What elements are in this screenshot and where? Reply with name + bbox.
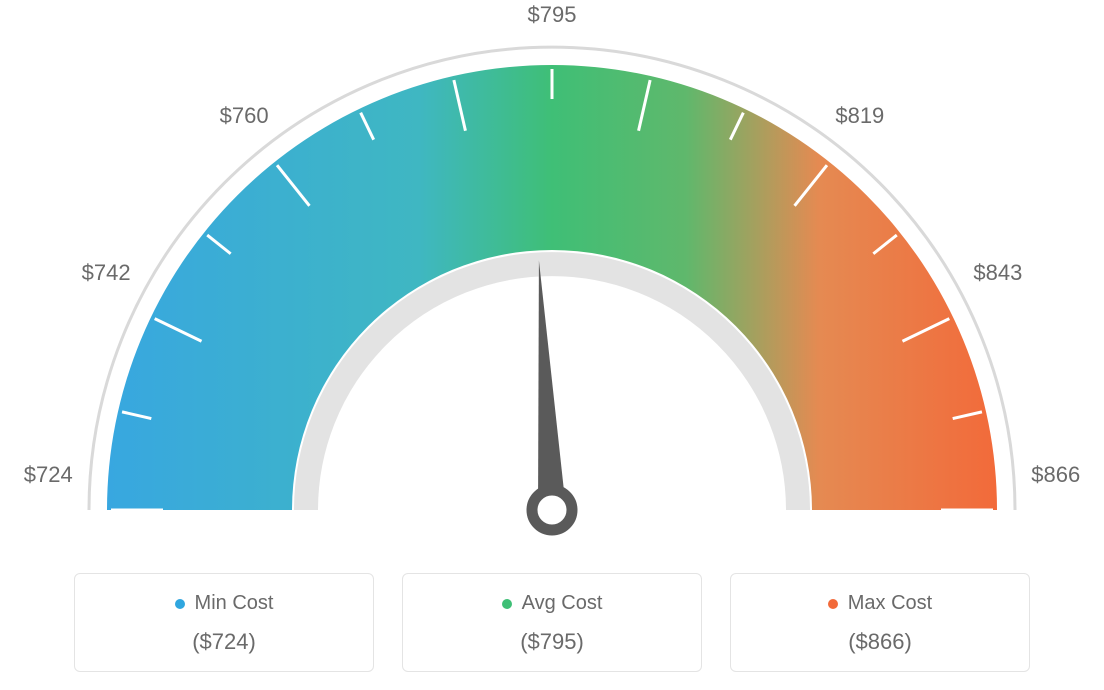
legend-value-max: ($866) xyxy=(741,629,1019,655)
gauge-tick-label: $742 xyxy=(82,260,131,286)
gauge-tick-label: $724 xyxy=(24,462,73,488)
legend-label-avg: Avg Cost xyxy=(522,592,603,615)
gauge-tick-label: $760 xyxy=(220,103,269,129)
legend-card-min: Min Cost ($724) xyxy=(74,573,374,672)
legend-dot-avg xyxy=(502,599,512,609)
legend-row: Min Cost ($724) Avg Cost ($795) Max Cost… xyxy=(0,573,1104,672)
gauge-container: $724 $742 $760 $795 $819 $843 $866 xyxy=(0,0,1104,570)
legend-value-min: ($724) xyxy=(85,629,363,655)
legend-card-max: Max Cost ($866) xyxy=(730,573,1030,672)
gauge-tick-label: $843 xyxy=(973,260,1022,286)
legend-label-min: Min Cost xyxy=(195,592,274,615)
gauge-tick-label: $866 xyxy=(1031,462,1080,488)
legend-card-avg: Avg Cost ($795) xyxy=(402,573,702,672)
gauge-svg xyxy=(0,0,1104,570)
legend-title-min: Min Cost xyxy=(175,592,274,615)
legend-title-max: Max Cost xyxy=(828,592,932,615)
legend-dot-max xyxy=(828,599,838,609)
gauge-tick-label: $795 xyxy=(528,2,577,28)
legend-title-avg: Avg Cost xyxy=(502,592,603,615)
legend-label-max: Max Cost xyxy=(848,592,932,615)
gauge-tick-label: $819 xyxy=(835,103,884,129)
legend-value-avg: ($795) xyxy=(413,629,691,655)
legend-dot-min xyxy=(175,599,185,609)
